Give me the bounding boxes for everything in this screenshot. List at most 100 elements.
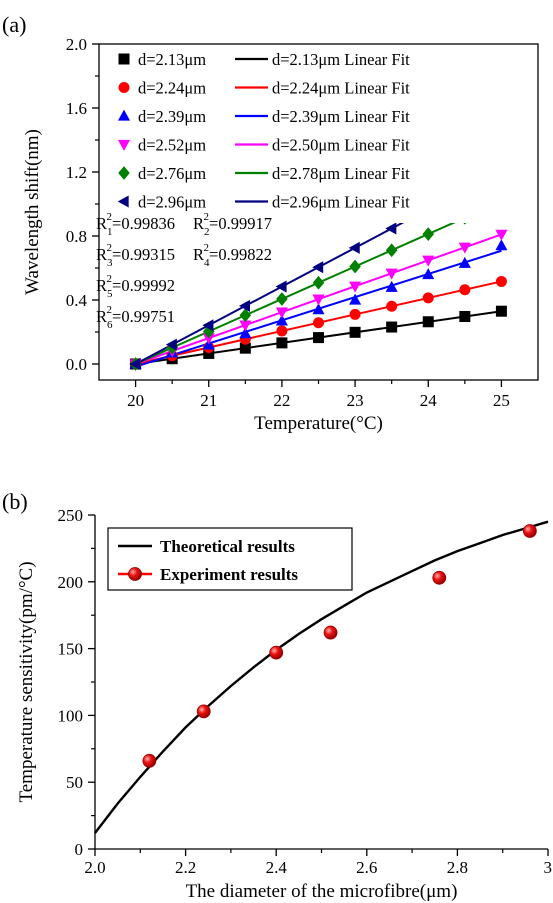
x-tick-label: 23: [347, 391, 364, 410]
experiment-data-point: [522, 524, 537, 538]
data-point-series-2: [276, 325, 288, 337]
data-point-series-5: [239, 308, 252, 323]
y-tick-label: 200: [58, 573, 84, 592]
r-squared-6: R62=0.99751: [96, 304, 175, 331]
panel-b-chart: (b) 2.0 2.2 2.4 2.6 2.8 3 0 50 100 150 200 250 Theo…: [2, 489, 552, 902]
data-point-series-4: [422, 255, 435, 267]
legend-marker-4: [117, 139, 131, 151]
data-point-series-1: [239, 342, 251, 354]
x-tick-label: 21: [200, 391, 217, 410]
data-point-series-6: [202, 319, 214, 332]
y-tick-label: 250: [58, 506, 84, 525]
legend-label-3: d=2.39μm: [138, 107, 206, 126]
data-point-series-6: [312, 261, 324, 274]
data-point-series-1: [349, 326, 361, 338]
y-tick-label: 1.6: [66, 99, 87, 118]
legend-marker-1: [118, 53, 130, 65]
legend-marker-6: [117, 195, 129, 208]
data-point-series-5: [422, 227, 435, 241]
legend-background: [100, 45, 537, 223]
y-tick-label: 0.8: [66, 227, 87, 246]
y-tick-label: 150: [58, 640, 84, 659]
data-point-series-4: [349, 281, 362, 293]
x-tick-label: 24: [420, 391, 438, 410]
y-tick-label: 0: [75, 840, 84, 859]
y-tick-label: 1.2: [66, 163, 87, 182]
panel-a-x-axis-label: Temperature(°C): [254, 413, 383, 434]
data-point-series-3: [495, 239, 508, 251]
data-point-series-6: [239, 299, 251, 312]
legend-fit-label-3: d=2.39μm Linear Fit: [272, 107, 410, 126]
theoretical-results-curve: [94, 520, 549, 834]
panel-b-x-axis-label: The diameter of the microfibre(μm): [186, 881, 458, 902]
panel-a-r-squared-annotations: R12=0.99836 R22=0.99917 R32=0.99315 R42=0.9…: [96, 211, 272, 331]
y-tick-label: 0.4: [66, 291, 88, 310]
legend-experiment-label: Experiment results: [160, 565, 298, 584]
legend-fit-label-6: d=2.96μm Linear Fit: [272, 193, 410, 212]
x-tick-label: 2.0: [84, 858, 105, 877]
legend-label-1: d=2.13μm: [138, 50, 206, 69]
x-tick-label: 2.6: [356, 858, 377, 877]
x-tick-label: 2.2: [175, 858, 196, 877]
data-point-series-3: [239, 327, 252, 339]
panel-a-chart: (a) 20 21 22 23 24 25 0.0 0.4 0.8 1.2 1.6 2.0 d=2.1…: [2, 12, 539, 434]
experiment-data-point: [269, 645, 284, 660]
data-point-series-1: [276, 337, 288, 349]
panel-b-label: (b): [2, 489, 28, 514]
r-squared-2: R22=0.99917: [193, 211, 272, 238]
legend-label-4: d=2.52μm: [138, 136, 206, 155]
panel-a-y-axis-label: Wavelength shift(nm): [22, 129, 43, 295]
data-point-series-3: [422, 268, 435, 280]
legend-marker-2: [118, 82, 130, 93]
legend-theory-label: Theoretical results: [160, 537, 295, 556]
data-point-series-1: [386, 321, 398, 333]
r-squared-4: R42=0.99822: [193, 242, 272, 269]
legend-marker-3: [117, 109, 131, 121]
data-point-series-2: [313, 317, 324, 329]
data-point-series-1: [495, 305, 507, 317]
x-tick-label: 20: [127, 391, 144, 410]
x-tick-label: 22: [273, 391, 290, 410]
data-point-series-6: [275, 280, 287, 293]
data-point-series-1: [313, 332, 324, 344]
data-point-series-6: [385, 222, 397, 235]
panel-a-legend: d=2.13μm d=2.13μm Linear Fit d=2.24μm d=2.2…: [100, 45, 537, 223]
experiment-data-point: [196, 704, 211, 719]
data-point-series-4: [385, 268, 398, 280]
legend-experiment-marker: [128, 567, 142, 581]
r-squared-3: R32=0.99315: [96, 242, 175, 269]
x-tick-label: 25: [493, 391, 510, 410]
experiment-data-point: [432, 570, 447, 585]
data-point-series-3: [312, 303, 325, 315]
data-point-series-1: [422, 316, 434, 328]
legend-fit-label-2: d=2.24μm Linear Fit: [272, 79, 410, 98]
y-tick-label: 50: [66, 773, 83, 792]
panel-b-legend: Theoretical results Experiment results: [107, 527, 353, 591]
data-point-series-4: [239, 320, 252, 332]
data-point-series-6: [165, 338, 177, 351]
data-point-series-4: [495, 229, 508, 241]
x-tick-label: 3: [544, 858, 553, 877]
data-point-series-4: [202, 333, 215, 345]
experiment-data-point: [142, 753, 157, 768]
data-point-series-5: [385, 243, 398, 258]
legend-marker-5: [118, 166, 130, 180]
panel-b-y-axis-label: Temperature sensitivity(pm/°C): [16, 561, 37, 802]
x-tick-label: 2.4: [266, 858, 288, 877]
data-point-series-1: [459, 310, 471, 322]
y-tick-label: 0.0: [66, 355, 87, 374]
legend-box: [107, 527, 353, 591]
data-point-series-5: [312, 275, 325, 290]
data-point-series-5: [349, 259, 361, 274]
legend-label-6: d=2.96μm: [138, 193, 206, 212]
data-point-series-4: [275, 307, 288, 319]
y-tick-label: 2.0: [66, 35, 87, 54]
data-point-series-4: [312, 294, 325, 306]
data-point-series-5: [276, 292, 288, 306]
data-point-series-6: [129, 357, 141, 371]
legend-fit-label-4: d=2.50μm Linear Fit: [272, 136, 410, 155]
legend-label-5: d=2.76μm: [138, 164, 206, 183]
experiment-data-point: [323, 625, 338, 640]
data-point-series-3: [385, 280, 398, 292]
data-point-series-2: [459, 284, 471, 296]
